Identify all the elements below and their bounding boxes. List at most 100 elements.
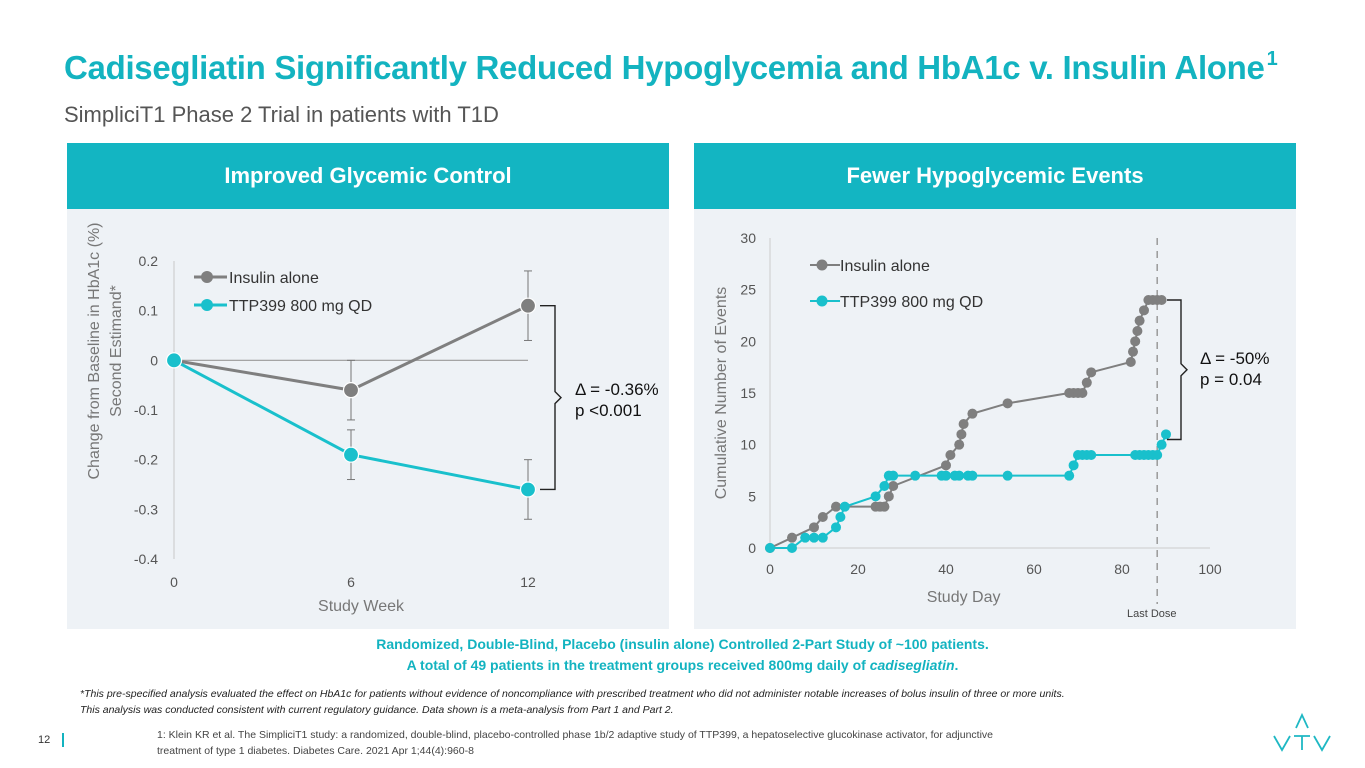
data-point <box>1134 315 1145 326</box>
x-tick-label: 6 <box>347 574 355 590</box>
series-line-1 <box>770 433 1167 549</box>
data-point <box>1002 470 1013 481</box>
x-tick-label: 0 <box>170 574 178 590</box>
data-point <box>342 382 360 399</box>
data-point <box>883 491 894 502</box>
data-point <box>831 522 841 533</box>
data-point <box>1064 470 1075 481</box>
y-tick-label: 15 <box>740 385 756 401</box>
data-point <box>870 491 881 502</box>
legend-marker <box>816 295 828 307</box>
data-point <box>958 419 969 429</box>
data-point <box>1002 398 1013 409</box>
legend-label: TTP399 800 mg QD <box>229 298 372 315</box>
legend-marker <box>816 259 828 271</box>
legend-label: Insulin alone <box>229 270 319 287</box>
page-title: Cadisegliatin Significantly Reduced Hypo… <box>64 48 1278 86</box>
data-point <box>941 470 951 481</box>
data-point <box>1086 367 1097 378</box>
x-tick-label: 40 <box>938 561 954 577</box>
data-point <box>1156 439 1167 450</box>
data-point <box>1139 305 1149 316</box>
data-point <box>956 429 967 440</box>
data-point <box>519 297 537 314</box>
delta-bracket <box>1167 299 1188 441</box>
data-point <box>888 481 899 491</box>
legend-label: TTP399 800 mg QD <box>840 294 983 311</box>
data-point <box>839 501 850 512</box>
data-point <box>879 481 890 491</box>
data-point <box>817 512 828 522</box>
x-tick-label: 100 <box>1198 561 1222 577</box>
vtv-logo <box>1273 712 1331 752</box>
delta-bracket <box>540 305 562 491</box>
title-footnote-marker: 1 <box>1266 48 1278 70</box>
data-point <box>1130 336 1141 347</box>
hba1c-chart: 0.2 0.1 0 -0.1 -0.2 -0.3 -0.4 0 6 12 Study Week Cha… <box>86 222 562 615</box>
y-tick-label: -0.3 <box>134 501 158 517</box>
data-point <box>1086 450 1097 460</box>
y-tick-label: 30 <box>740 230 756 246</box>
hba1c-delta-value: Δ = -0.36% <box>575 380 659 399</box>
data-point <box>831 501 841 512</box>
x-axis-title: Study Day <box>927 589 1001 606</box>
y-tick-label: -0.4 <box>134 551 158 567</box>
events-p-value: p = 0.04 <box>1200 370 1262 389</box>
study-design-note: Randomized, Double-Blind, Placebo (insul… <box>376 636 989 652</box>
page-number: 12 <box>38 734 51 746</box>
data-point <box>954 470 965 481</box>
last-dose-label: Last Dose <box>1127 608 1177 620</box>
legend-marker <box>201 299 213 311</box>
data-point <box>787 543 797 553</box>
data-point <box>1077 388 1088 398</box>
data-point <box>765 543 775 553</box>
hypoglycemic-events-panel: Fewer Hypoglycemic Events 0 5 10 15 20 25 30 0 2… <box>694 143 1296 629</box>
x-tick-label: 80 <box>1114 561 1130 577</box>
data-point <box>967 408 978 419</box>
page-subtitle: SimpliciT1 Phase 2 Trial in patients wit… <box>64 102 499 127</box>
y-tick-label: 0.1 <box>139 303 159 319</box>
data-point <box>879 501 890 512</box>
hypoglycemic-events-heading: Fewer Hypoglycemic Events <box>694 143 1296 209</box>
y-tick-label: 0 <box>150 352 158 368</box>
y-axis-title: Cumulative Number of Events <box>713 287 730 500</box>
glycemic-control-heading: Improved Glycemic Control <box>67 143 669 209</box>
data-point <box>1125 357 1136 367</box>
data-point <box>1081 377 1092 388</box>
page-number-divider <box>62 733 64 747</box>
y-tick-label: 5 <box>748 488 756 504</box>
data-point <box>945 450 956 460</box>
x-axis-title: Study Week <box>318 598 405 615</box>
data-point <box>835 512 846 522</box>
legend-label: Insulin alone <box>840 258 930 275</box>
y-axis-title: Change from Baseline in HbA1c (%) Second … <box>86 222 125 479</box>
data-point <box>342 446 360 463</box>
data-point <box>1128 346 1138 357</box>
y-tick-label: 0.2 <box>139 253 159 269</box>
data-point <box>910 470 921 481</box>
data-point <box>1156 295 1167 305</box>
data-point <box>165 352 183 369</box>
hba1c-p-value: p <0.001 <box>575 401 642 420</box>
hba1c-delta-annotation: Δ = -0.36% p <0.001 <box>575 379 659 421</box>
data-point <box>817 532 828 543</box>
data-point <box>967 470 978 481</box>
y-tick-label: -0.2 <box>134 452 158 468</box>
y-tick-label: 20 <box>740 333 756 349</box>
analysis-footnote: *This pre-specified analysis evaluated t… <box>80 688 1065 716</box>
data-point <box>800 532 811 543</box>
data-point <box>954 439 965 450</box>
y-tick-label: 0 <box>748 540 756 556</box>
drug-name: cadisegliatin <box>869 657 955 673</box>
events-delta-value: Δ = -50% <box>1200 349 1270 368</box>
legend-marker <box>201 271 213 283</box>
data-point <box>809 532 819 543</box>
data-point <box>809 522 819 533</box>
y-tick-label: -0.1 <box>134 402 158 418</box>
data-point <box>941 460 951 471</box>
events-delta-annotation: Δ = -50% p = 0.04 <box>1200 348 1269 390</box>
y-tick-label: 10 <box>740 437 756 453</box>
x-tick-label: 12 <box>520 574 536 590</box>
data-point <box>519 481 537 498</box>
data-point <box>1161 429 1171 440</box>
